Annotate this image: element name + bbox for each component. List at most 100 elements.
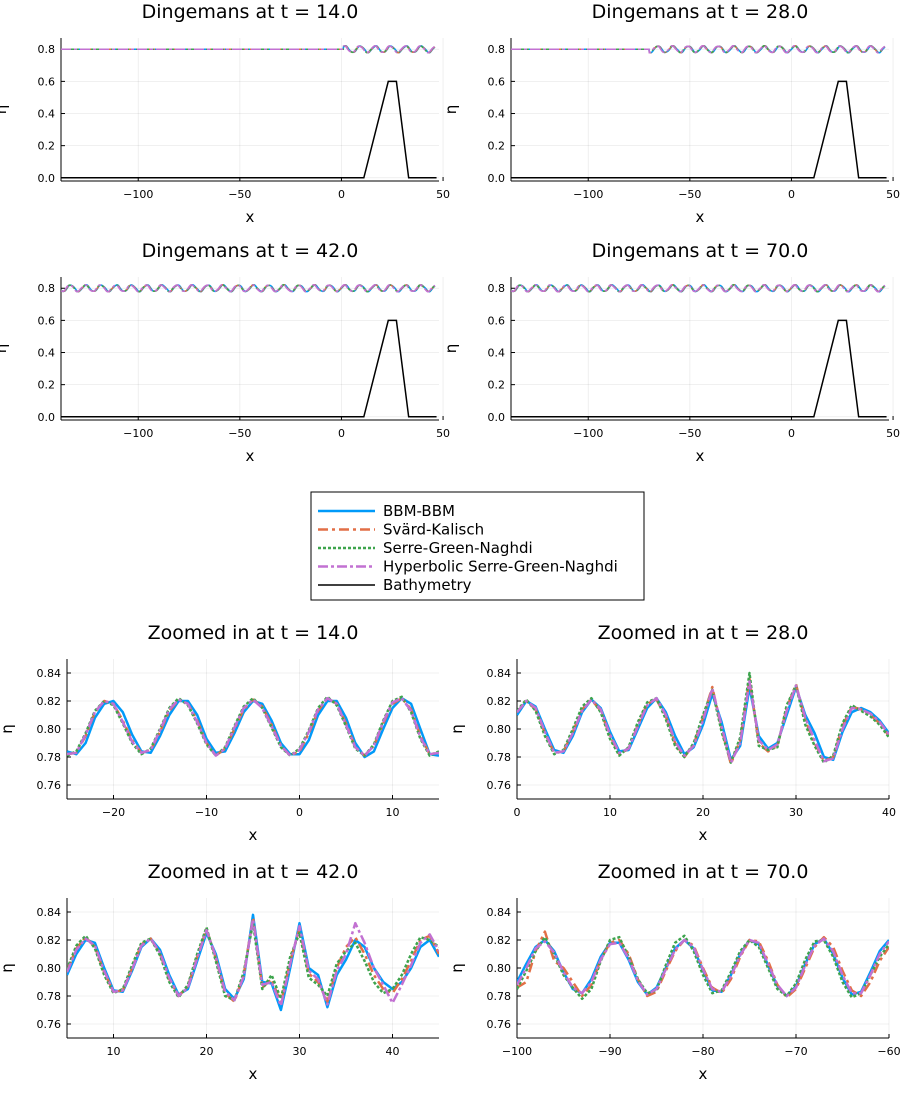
series-line-hyperbolic-serre-green-naghdi (61, 44, 436, 54)
y-axis-label: η (442, 105, 460, 115)
x-tick-label: 0 (788, 188, 795, 201)
y-tick-label: 0.82 (37, 934, 62, 947)
panel-4: −100 −50 0 50 0.0 0.2 0.4 0.6 0.8 Dingemans at t … (442, 240, 900, 465)
legend-label-sv-rd-kalisch: Svärd-Kalisch (383, 521, 484, 539)
y-tick-label: 0.84 (487, 667, 512, 680)
plot-area (517, 671, 889, 766)
x-tick-label: −100 (573, 427, 603, 440)
y-tick-label: 0.84 (37, 906, 62, 919)
y-tick-label: 0.76 (487, 779, 512, 792)
x-axis-label: x (246, 447, 255, 465)
x-tick-label: −100 (502, 1045, 532, 1058)
y-tick-label: 0.0 (38, 172, 56, 185)
series-line-hyperbolic-serre-green-naghdi (511, 283, 886, 293)
x-tick-label: 40 (386, 1045, 400, 1058)
x-tick-label: 0 (788, 427, 795, 440)
y-axis-label: η (0, 105, 10, 115)
x-tick-label: −80 (691, 1045, 714, 1058)
x-axis-label: x (249, 1065, 258, 1083)
legend-label-serre-green-naghdi: Serre-Green-Naghdi (383, 539, 533, 557)
plot-area (67, 695, 439, 759)
series-line-hyperbolic-serre-green-naghdi (67, 696, 439, 757)
y-tick-label: 0.8 (488, 43, 506, 56)
y-tick-label: 0.84 (487, 906, 512, 919)
y-tick-label: 0.2 (38, 140, 56, 153)
legend-label-bathymetry: Bathymetry (383, 576, 472, 594)
series-line-sv-rd-kalisch (67, 916, 439, 1005)
series-line-bathymetry (511, 319, 887, 418)
y-tick-label: 0.78 (37, 990, 62, 1003)
y-tick-label: 0.78 (487, 990, 512, 1003)
x-tick-label: −100 (123, 427, 153, 440)
legend-label-hyperbolic-serre-green-naghdi: Hyperbolic Serre-Green-Naghdi (383, 558, 618, 576)
x-tick-label: 50 (886, 427, 900, 440)
panel-6: 0 10 20 30 40 0.76 0.78 0.80 0.82 0.84 Zoomed in a… (448, 622, 896, 844)
x-axis-label: x (696, 447, 705, 465)
x-tick-label: 10 (107, 1045, 121, 1058)
x-axis-label: x (699, 1065, 708, 1083)
y-tick-label: 0.80 (487, 962, 512, 975)
x-axis-label: x (246, 208, 255, 226)
x-tick-label: 10 (386, 806, 400, 819)
panel-title: Zoomed in at t = 28.0 (598, 622, 809, 644)
y-axis-label: η (0, 344, 10, 354)
series-line-hyperbolic-serre-green-naghdi (67, 917, 439, 1008)
x-tick-label: −70 (784, 1045, 807, 1058)
series-line-bathymetry (511, 80, 887, 179)
x-tick-label: −50 (678, 188, 701, 201)
y-tick-label: 0.4 (488, 347, 506, 360)
series-line-hyperbolic-serre-green-naghdi (517, 680, 889, 764)
x-tick-label: 0 (296, 806, 303, 819)
panel-7: 10 20 30 40 0.76 0.78 0.80 0.82 0.84 Zoomed in at… (0, 861, 439, 1083)
y-tick-label: 0.8 (488, 282, 506, 295)
plot-area (511, 283, 887, 418)
panel-1: −100 −50 0 50 0.0 0.2 0.4 0.6 0.8 Dingemans at t … (0, 1, 450, 226)
y-tick-label: 0.2 (488, 140, 506, 153)
y-tick-label: 0.0 (488, 411, 506, 424)
plot-area (61, 44, 437, 179)
x-tick-label: −50 (228, 188, 251, 201)
y-tick-label: 0.76 (487, 1018, 512, 1031)
y-axis-label: η (0, 724, 16, 734)
series-line-hyperbolic-serre-green-naghdi (511, 44, 886, 54)
y-tick-label: 0.6 (488, 75, 506, 88)
y-axis-label: η (442, 344, 460, 354)
x-tick-label: 10 (603, 806, 617, 819)
y-axis-label: η (0, 963, 16, 973)
y-tick-label: 0.4 (488, 108, 506, 121)
series-line-hyperbolic-serre-green-naghdi (61, 283, 436, 293)
legend-label-bbm-bbm: BBM-BBM (383, 502, 455, 520)
y-tick-label: 0.6 (38, 75, 56, 88)
y-tick-label: 0.82 (487, 695, 512, 708)
panel-2: −100 −50 0 50 0.0 0.2 0.4 0.6 0.8 Dingemans at t … (442, 1, 900, 226)
plot-area (61, 283, 437, 418)
series-line-serre-green-naghdi (517, 934, 889, 1001)
plot-area (511, 44, 887, 179)
y-axis-label: η (448, 963, 466, 973)
series-line-bathymetry (61, 319, 437, 418)
panel-title: Zoomed in at t = 14.0 (148, 622, 359, 644)
x-tick-label: 50 (436, 188, 450, 201)
panel-title: Dingemans at t = 28.0 (592, 1, 809, 23)
series-line-bbm-bbm (67, 696, 439, 759)
y-tick-label: 0.78 (487, 751, 512, 764)
x-tick-label: 40 (882, 806, 896, 819)
panel-5: −20 −10 0 10 0.76 0.78 0.80 0.82 0.84 Zoomed in a… (0, 622, 439, 844)
y-tick-label: 0.80 (37, 723, 62, 736)
x-tick-label: 0 (338, 427, 345, 440)
y-tick-label: 0.78 (37, 751, 62, 764)
series-line-bathymetry (61, 80, 437, 179)
x-tick-label: 20 (200, 1045, 214, 1058)
x-axis-label: x (696, 208, 705, 226)
y-tick-label: 0.8 (38, 43, 56, 56)
x-tick-label: 30 (789, 806, 803, 819)
y-tick-label: 0.8 (38, 282, 56, 295)
y-tick-label: 0.2 (38, 379, 56, 392)
panel-3: −100 −50 0 50 0.0 0.2 0.4 0.6 0.8 Dingemans at t … (0, 240, 450, 465)
x-tick-label: −10 (195, 806, 218, 819)
x-tick-label: −90 (598, 1045, 621, 1058)
y-tick-label: 0.84 (37, 667, 62, 680)
x-axis-label: x (249, 826, 258, 844)
y-tick-label: 0.82 (37, 695, 62, 708)
